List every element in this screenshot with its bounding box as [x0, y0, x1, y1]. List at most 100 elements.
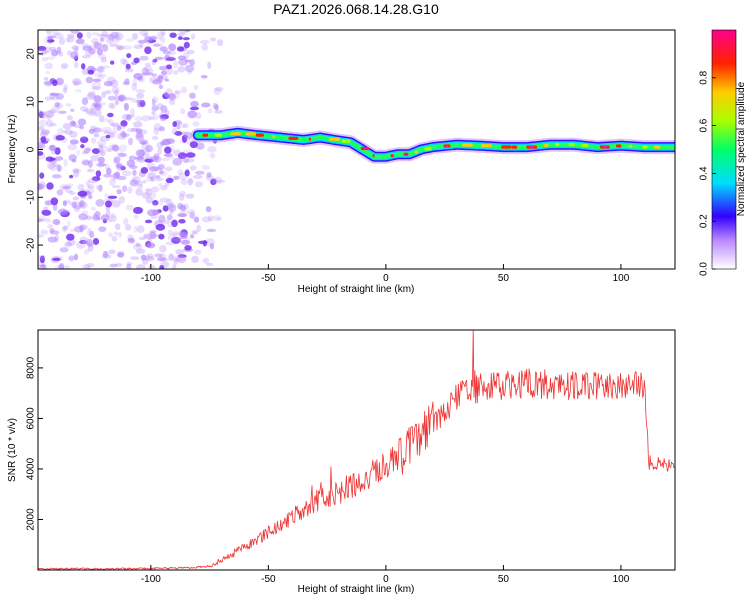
noise-speckle: [146, 242, 156, 249]
noise-speckle: [144, 219, 153, 224]
noise-speckle: [87, 90, 96, 98]
noise-speckle: [117, 231, 122, 238]
noise-speckle: [107, 219, 112, 223]
noise-speckle: [85, 239, 95, 247]
noise-speckle: [90, 154, 99, 162]
noise-speckle: [110, 143, 118, 149]
noise-speckle: [86, 44, 93, 49]
noise-speckle: [95, 199, 105, 207]
noise-speckle: [63, 158, 68, 167]
noise-speckle: [57, 208, 68, 215]
noise-speckle: [53, 32, 64, 39]
signal-hotspot: [511, 145, 518, 149]
snr-frame: [37, 329, 676, 571]
noise-speckle: [194, 249, 202, 255]
noise-speckle: [129, 108, 135, 116]
noise-speckle: [195, 142, 205, 150]
y-tick-label: 4000: [26, 457, 37, 480]
noise-speckle: [62, 225, 67, 232]
noise-speckle: [179, 231, 188, 238]
noise-speckle: [149, 232, 157, 240]
colorbar: 0.0 0.2 0.4 0.6 0.8 Normalized spectral ampl…: [699, 29, 747, 276]
noise-speckle: [160, 116, 166, 122]
noise-speckle: [73, 253, 79, 261]
noise-speckle: [138, 236, 146, 240]
noise-speckle: [47, 224, 54, 229]
noise-speckle: [132, 78, 138, 87]
noise-speckle: [145, 188, 153, 196]
signal-hotspot: [462, 143, 473, 147]
noise-speckle: [69, 120, 76, 126]
noise-speckle: [145, 253, 151, 262]
noise-speckle: [177, 36, 183, 41]
noise-speckle: [110, 31, 120, 39]
noise-speckle: [86, 241, 94, 248]
noise-speckle: [124, 223, 132, 231]
noise-speckle: [178, 230, 184, 236]
noise-speckle: [102, 126, 112, 134]
noise-speckle: [177, 152, 187, 160]
noise-speckle: [125, 204, 134, 211]
noise-speckle: [38, 111, 45, 119]
noise-speckle: [165, 177, 174, 184]
noise-speckle: [135, 149, 146, 158]
noise-speckle: [171, 236, 181, 244]
noise-speckle: [135, 128, 143, 134]
noise-speckle: [133, 73, 143, 80]
noise-speckle: [133, 44, 144, 49]
noise-speckle: [145, 196, 154, 204]
noise-speckle: [140, 254, 147, 261]
noise-speckle: [60, 63, 69, 70]
noise-speckle: [189, 211, 196, 219]
noise-speckle: [98, 75, 104, 80]
noise-speckle: [97, 156, 105, 164]
noise-speckle: [168, 43, 177, 52]
noise-speckle: [144, 65, 152, 73]
noise-speckle: [177, 254, 187, 258]
noise-speckle: [91, 32, 100, 36]
noise-speckle: [122, 59, 128, 66]
noise-speckle: [114, 98, 119, 106]
noise-speckle: [113, 156, 121, 164]
noise-speckle: [85, 262, 95, 268]
noise-speckle: [211, 177, 218, 183]
noise-speckle: [152, 114, 159, 121]
noise-speckle: [154, 56, 164, 60]
noise-speckle: [74, 89, 82, 93]
noise-speckle: [67, 256, 77, 261]
noise-speckle: [201, 216, 212, 223]
noise-speckle: [42, 264, 48, 269]
noise-speckle: [40, 264, 46, 268]
noise-speckle: [131, 33, 139, 40]
noise-speckle: [38, 119, 49, 127]
noise-speckle: [70, 108, 75, 112]
noise-speckle: [61, 129, 67, 134]
noise-speckle: [63, 83, 69, 91]
snr-panel: -100 -50 0 50 100 2000 4000 6000 8000 Height of…: [7, 329, 676, 595]
noise-speckle: [44, 218, 52, 223]
x-tick-label: -50: [261, 574, 276, 585]
noise-speckle: [135, 248, 146, 254]
noise-speckle: [111, 200, 121, 208]
noise-speckle: [56, 164, 62, 172]
noise-speckle: [162, 205, 169, 212]
noise-speckle: [38, 141, 46, 149]
noise-speckle: [192, 174, 203, 180]
noise-speckle: [74, 124, 83, 129]
noise-speckle: [69, 228, 77, 232]
noise-speckle: [132, 169, 137, 176]
noise-speckle: [205, 262, 214, 266]
noise-speckle: [199, 40, 210, 45]
noise-speckle: [43, 77, 49, 81]
noise-speckle: [169, 32, 177, 38]
noise-speckle: [202, 257, 210, 264]
noise-speckle: [135, 188, 143, 196]
noise-speckle: [127, 237, 135, 244]
noise-speckle: [196, 224, 202, 233]
noise-speckle: [176, 46, 185, 52]
noise-speckle: [116, 125, 122, 131]
noise-speckle: [149, 215, 158, 219]
noise-speckle: [183, 51, 190, 60]
noise-speckle: [133, 214, 139, 220]
noise-speckle: [173, 175, 180, 181]
